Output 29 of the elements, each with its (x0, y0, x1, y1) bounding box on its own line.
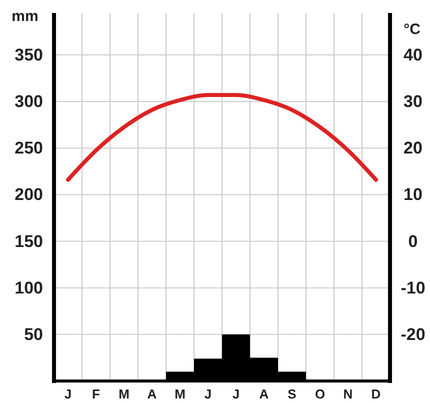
y-tick-label: 250 (14, 138, 43, 158)
y-tick-label: 100 (14, 278, 43, 298)
x-tick-label: F (92, 386, 100, 402)
y2-tick-label: 0 (408, 232, 418, 251)
x-tick-label: M (118, 386, 130, 402)
y-axis-title: mm (12, 8, 38, 25)
x-tick-label: A (147, 386, 158, 402)
x-tick-label: N (343, 386, 353, 402)
x-tick-label: D (371, 386, 381, 402)
y-tick-label: 150 (14, 232, 43, 251)
y2-axis-title: °C (404, 21, 421, 38)
x-tick-label: O (314, 386, 326, 402)
y2-tick-label: -10 (400, 278, 426, 298)
y-tick-label: 350 (14, 45, 43, 64)
line-series (66, 92, 378, 182)
y2-tick-label: 40 (404, 45, 422, 64)
x-tick-label: A (259, 386, 270, 402)
y-tick-label: 50 (24, 324, 43, 344)
y-tick-label: 300 (14, 92, 43, 112)
x-tick-label: J (204, 386, 212, 402)
x-tick-label: M (174, 386, 186, 402)
x-tick-label: S (288, 386, 297, 402)
y-tick-label: 200 (14, 185, 43, 204)
y2-tick-label: 20 (404, 138, 422, 158)
x-tick-label: J (64, 386, 72, 402)
x-tick-label: J (232, 386, 240, 402)
y2-tick-label: -20 (400, 324, 426, 344)
y2-tick-label: 10 (404, 185, 422, 204)
y2-tick-label: 30 (404, 92, 422, 112)
